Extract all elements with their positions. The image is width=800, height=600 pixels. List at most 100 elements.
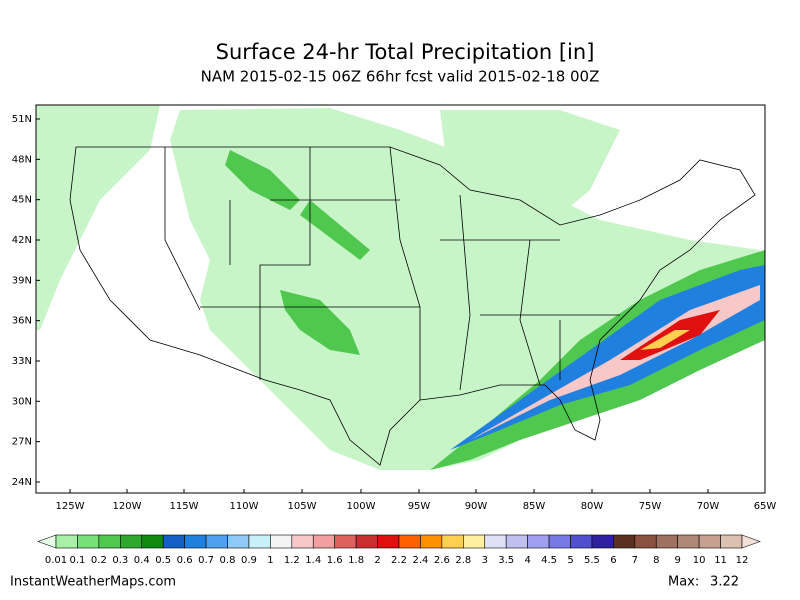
legend-label: 2.6 — [434, 555, 450, 566]
lat-label: 24N — [12, 477, 32, 488]
map-subtitle: NAM 2015-02-15 06Z 66hr fcst valid 2015-… — [201, 68, 600, 86]
lat-label: 33N — [12, 356, 32, 367]
legend-swatch — [505, 534, 528, 549]
legend-swatch — [463, 534, 486, 549]
legend-swatch — [55, 534, 78, 549]
lon-label: 110W — [230, 501, 259, 512]
legend-label: 1.6 — [327, 555, 343, 566]
legend-swatch — [98, 534, 121, 549]
lon-label: 90W — [465, 501, 488, 512]
legend-label: 1.2 — [284, 555, 300, 566]
legend-label: 1.8 — [348, 555, 364, 566]
lat-label: 30N — [12, 396, 32, 407]
legend-label: 10 — [693, 555, 706, 566]
legend-label: 2.4 — [412, 555, 428, 566]
legend-label: 0.3 — [112, 555, 128, 566]
legend-label: 0.6 — [177, 555, 193, 566]
precip-area — [440, 110, 620, 240]
legend-label: 5 — [567, 555, 573, 566]
legend-swatch — [441, 534, 464, 549]
coastline — [69, 146, 756, 466]
legend-swatch — [77, 534, 100, 549]
precip-area — [36, 105, 160, 330]
legend-label: 12 — [736, 555, 749, 566]
legend-swatch — [291, 534, 314, 549]
legend-label: 0.8 — [220, 555, 236, 566]
lon-label: 115W — [170, 501, 199, 512]
legend-swatch — [120, 534, 143, 549]
legend-label: 2.2 — [391, 555, 407, 566]
state-lines — [164, 146, 620, 400]
legend-swatch — [741, 534, 761, 549]
legend-label: 1.4 — [305, 555, 321, 566]
lon-label: 105W — [288, 501, 317, 512]
map-title: Surface 24-hr Total Precipitation [in] — [216, 40, 595, 64]
legend-label: 8 — [653, 555, 659, 566]
precip-area — [280, 290, 360, 355]
legend-label: 7 — [632, 555, 638, 566]
lon-label: 65W — [754, 501, 777, 512]
legend-label: 0.4 — [134, 555, 150, 566]
precip-area — [300, 200, 370, 260]
legend-swatch — [548, 534, 571, 549]
legend-label: 0.1 — [69, 555, 85, 566]
legend-swatch — [634, 534, 657, 549]
precip-area — [450, 265, 765, 450]
legend-label: 2 — [374, 555, 380, 566]
lon-label: 100W — [347, 501, 376, 512]
legend-label: 11 — [714, 555, 727, 566]
lat-label: 27N — [12, 437, 32, 448]
legend-swatch — [248, 534, 271, 549]
lon-label: 75W — [639, 501, 662, 512]
legend-swatch — [655, 534, 678, 549]
legend-label: 4 — [524, 555, 530, 566]
legend-label: 5.5 — [584, 555, 600, 566]
source: InstantWeatherMaps.com — [10, 575, 176, 590]
map-frame — [35, 104, 766, 494]
legend-swatch — [720, 534, 743, 549]
lon-label: 95W — [408, 501, 431, 512]
legend-swatch — [613, 534, 636, 549]
legend-label: 0.5 — [155, 555, 171, 566]
legend-swatch — [698, 534, 721, 549]
lat-label: 42N — [12, 235, 32, 246]
legend-swatch — [591, 534, 614, 549]
lon-label: 80W — [581, 501, 604, 512]
lon-label: 70W — [697, 501, 720, 512]
legend-label: 1 — [267, 555, 273, 566]
lat-label: 51N — [12, 114, 32, 125]
legend-label: 6 — [610, 555, 616, 566]
legend-swatch — [420, 534, 443, 549]
legend-label: 0.9 — [241, 555, 257, 566]
legend-label: 0.01 — [45, 555, 67, 566]
legend-label: 4.5 — [541, 555, 557, 566]
lon-label: 125W — [56, 501, 85, 512]
precip-area — [225, 150, 300, 210]
legend-label: 3.5 — [498, 555, 514, 566]
lon-label: 120W — [113, 501, 142, 512]
precip-area — [640, 330, 690, 350]
legend-label: 0.7 — [198, 555, 214, 566]
legend-swatch — [527, 534, 550, 549]
legend-swatch — [162, 534, 185, 549]
legend-swatch — [484, 534, 507, 549]
legend-swatch — [141, 534, 164, 549]
legend-swatch — [312, 534, 335, 549]
map-area — [35, 104, 766, 494]
legend-swatch — [334, 534, 357, 549]
lat-label: 45N — [12, 195, 32, 206]
legend-label: 2.8 — [455, 555, 471, 566]
legend-swatch — [355, 534, 378, 549]
legend-swatch — [205, 534, 228, 549]
legend-swatch — [377, 534, 400, 549]
lat-label: 36N — [12, 316, 32, 327]
legend-label: 9 — [675, 555, 681, 566]
max-value: 3.22 — [710, 575, 739, 590]
legend-swatch — [270, 534, 293, 549]
legend-swatch — [398, 534, 421, 549]
legend-swatch — [37, 534, 57, 549]
max-label: Max: — [668, 575, 699, 590]
legend-label: 0.2 — [91, 555, 107, 566]
legend-swatch — [570, 534, 593, 549]
